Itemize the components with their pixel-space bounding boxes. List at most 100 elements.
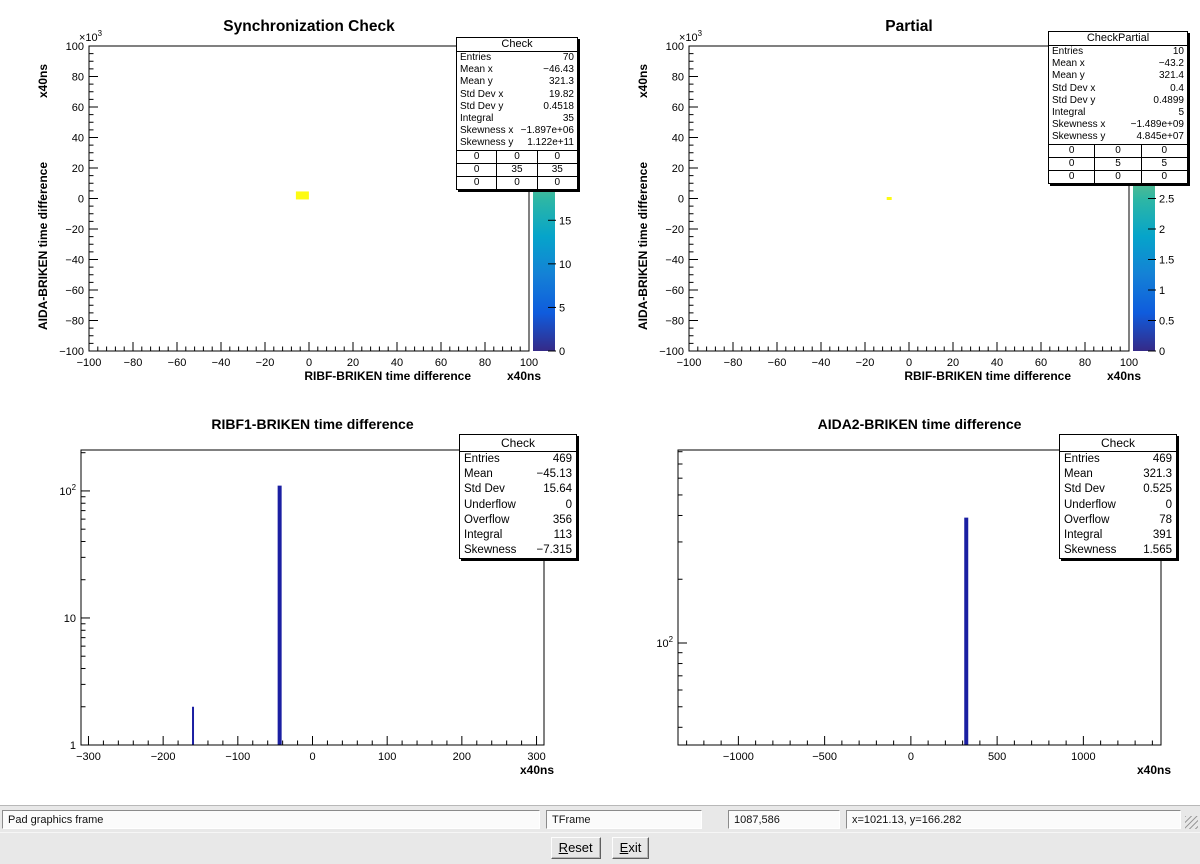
matrix-cell: 0 xyxy=(473,150,480,162)
exit-button[interactable]: Exit xyxy=(611,837,650,859)
x-tick-label: −100 xyxy=(677,357,702,369)
x-tick-label: 100 xyxy=(1120,357,1138,369)
x-tick-label: 80 xyxy=(1079,357,1091,369)
y-tick-label: −40 xyxy=(665,255,684,267)
stats-row-label: Std Dev x xyxy=(1052,82,1096,94)
stats-row: Std Dev y 0.4518 xyxy=(457,101,577,113)
x-tick-label: 0 xyxy=(309,751,315,763)
stats-row-label: Skewness y xyxy=(460,137,514,149)
stats-row: Underflow 0 xyxy=(1060,498,1176,513)
stats-box[interactable]: CheckPartial Entries 10 Mean x −43.2 Mean y 32… xyxy=(1048,31,1188,185)
stats-row-value: −43.2 xyxy=(1158,58,1184,70)
stats-row: Mean x −46.43 xyxy=(457,64,577,76)
tcanvas: Synchronization Check −100 −80 −60 −40 −20 0 20… xyxy=(0,0,1200,806)
stats-row-label: Std Dev x xyxy=(460,88,504,100)
stats-box[interactable]: Check Entries 469 Mean −45.13 Std Dev 15.64 Und… xyxy=(459,434,577,560)
stats-row-label: Entries xyxy=(460,52,492,63)
x-axis-title: RIBF-BRIKEN time difference xyxy=(304,369,471,383)
stats-row-value: 35 xyxy=(562,113,574,125)
x-tick-label: −80 xyxy=(124,357,143,369)
y-tick-label: 0 xyxy=(678,194,684,206)
stats-row: Skewness y 1.122e+11 xyxy=(457,137,577,149)
stats-row-value: 0.4 xyxy=(1170,82,1184,94)
y-tick-label: −100 xyxy=(59,346,84,358)
palette-tick-label: 5 xyxy=(559,302,565,314)
x-tick-label: −80 xyxy=(724,357,743,369)
stats-row-label: Entries xyxy=(1064,453,1100,465)
palette-tick-label: 1 xyxy=(1159,285,1165,297)
pad-title: AIDA2-BRIKEN time difference xyxy=(818,416,1022,432)
x-tick-label: −60 xyxy=(168,357,187,369)
stats-row-value: 4.845e+07 xyxy=(1136,131,1184,143)
y-axis-title: AIDA-BRIKEN time difference xyxy=(636,162,650,330)
stats-row-value: 70 xyxy=(562,52,574,63)
pad-partial: Partial −100 −80 −60 −40 −20 0 20 40 60 80 100 −100−… xyxy=(601,1,1199,403)
x-tick-label: −200 xyxy=(151,751,176,763)
reset-button[interactable]: Reset xyxy=(550,837,601,859)
stats-row-label: Integral xyxy=(464,529,503,542)
pad-drawing-area[interactable]: RIBF1-BRIKEN time difference −300 −200 −100… xyxy=(1,403,599,805)
palette-tick-label: 0 xyxy=(559,346,565,358)
y-tick-label: 80 xyxy=(72,72,84,84)
palette-tick-label: 10 xyxy=(559,259,571,271)
status-canvas-size: 1087,586 xyxy=(728,810,840,829)
stats-row-label: Skewness xyxy=(1064,544,1117,557)
y-axis-title: AIDA-BRIKEN time difference xyxy=(36,162,50,330)
y-tick-label: −80 xyxy=(665,316,684,328)
stats-box[interactable]: Check Entries 70 Mean x −46.43 Mean y 321.3 Std… xyxy=(456,37,578,191)
y-tick-label: 100 xyxy=(666,41,684,53)
stats-row-label: Std Dev y xyxy=(460,100,504,112)
y-tick-label: 20 xyxy=(672,163,684,175)
matrix-cell: 0 xyxy=(536,150,577,163)
stats-row: Mean x −43.2 xyxy=(1049,58,1187,70)
x-tick-label: −100 xyxy=(225,751,250,763)
resize-grip-icon[interactable] xyxy=(1185,816,1198,829)
stats-row: Integral 5 xyxy=(1049,107,1187,119)
y-tick-label: 60 xyxy=(72,102,84,114)
stats-overflow-matrix: 0 0 0 0 35 35 0 0 0 xyxy=(457,149,577,190)
stats-row-label: Integral xyxy=(1052,107,1086,119)
x-tick-label: −60 xyxy=(768,357,787,369)
x-tick-label: 60 xyxy=(435,357,447,369)
palette-tick-label: 1.5 xyxy=(1159,255,1174,267)
pad-aida2-briken: AIDA2-BRIKEN time difference −1000 −500 0 50… xyxy=(601,403,1199,805)
stats-row-label: Underflow xyxy=(464,498,516,511)
button-bar: Reset Exit xyxy=(0,832,1200,864)
x-tick-label: 500 xyxy=(988,751,1006,763)
x-tick-label: 0 xyxy=(906,357,912,369)
y-tick-label: −60 xyxy=(65,285,84,297)
status-object-class: TFrame xyxy=(546,810,702,829)
stats-row: Std Dev x 19.82 xyxy=(457,89,577,101)
status-bar: Pad graphics frame TFrame 1087,586 x=102… xyxy=(0,807,1200,832)
stats-row-value: −1.897e+06 xyxy=(520,125,574,137)
stats-row-value: 10 xyxy=(1172,46,1184,57)
y-tick-label: 40 xyxy=(72,133,84,145)
y-tick-label: 40 xyxy=(672,133,684,145)
stats-row: Mean −45.13 xyxy=(460,467,576,482)
stats-row-value: 0 xyxy=(565,498,572,511)
stats-row-value: 321.3 xyxy=(548,76,574,88)
pad-title: Partial xyxy=(885,18,932,35)
matrix-cell: 0 xyxy=(1068,171,1075,183)
pad-drawing-area[interactable]: AIDA2-BRIKEN time difference −1000 −500 0 50… xyxy=(601,403,1199,805)
stats-row-value: 15.64 xyxy=(543,483,572,496)
x-tick-label: −20 xyxy=(256,357,275,369)
y-axis-unit: x40ns xyxy=(636,64,650,98)
stats-row: Overflow 356 xyxy=(460,513,576,528)
stats-row-label: Mean y xyxy=(1052,70,1085,82)
x-tick-label: −40 xyxy=(212,357,231,369)
y-tick-label: 80 xyxy=(672,72,684,84)
stats-row: Entries 70 xyxy=(457,52,577,64)
plot-frame[interactable] xyxy=(677,449,1162,746)
stats-box[interactable]: Check Entries 469 Mean 321.3 Std Dev 0.525 Unde… xyxy=(1059,434,1177,560)
pad-title: Synchronization Check xyxy=(223,18,395,35)
stats-row-label: Mean y xyxy=(460,76,493,88)
stats-title: Check xyxy=(457,38,577,52)
stats-row: Skewness x −1.897e+06 xyxy=(457,125,577,137)
stats-row-value: 1.122e+11 xyxy=(527,137,574,149)
stats-row-label: Std Dev xyxy=(1064,483,1105,496)
y-tick-label: −20 xyxy=(665,224,684,236)
stats-row: Entries 469 xyxy=(1060,452,1176,467)
matrix-cell: 0 xyxy=(536,177,577,190)
palette-tick-label: 2 xyxy=(1159,224,1165,236)
